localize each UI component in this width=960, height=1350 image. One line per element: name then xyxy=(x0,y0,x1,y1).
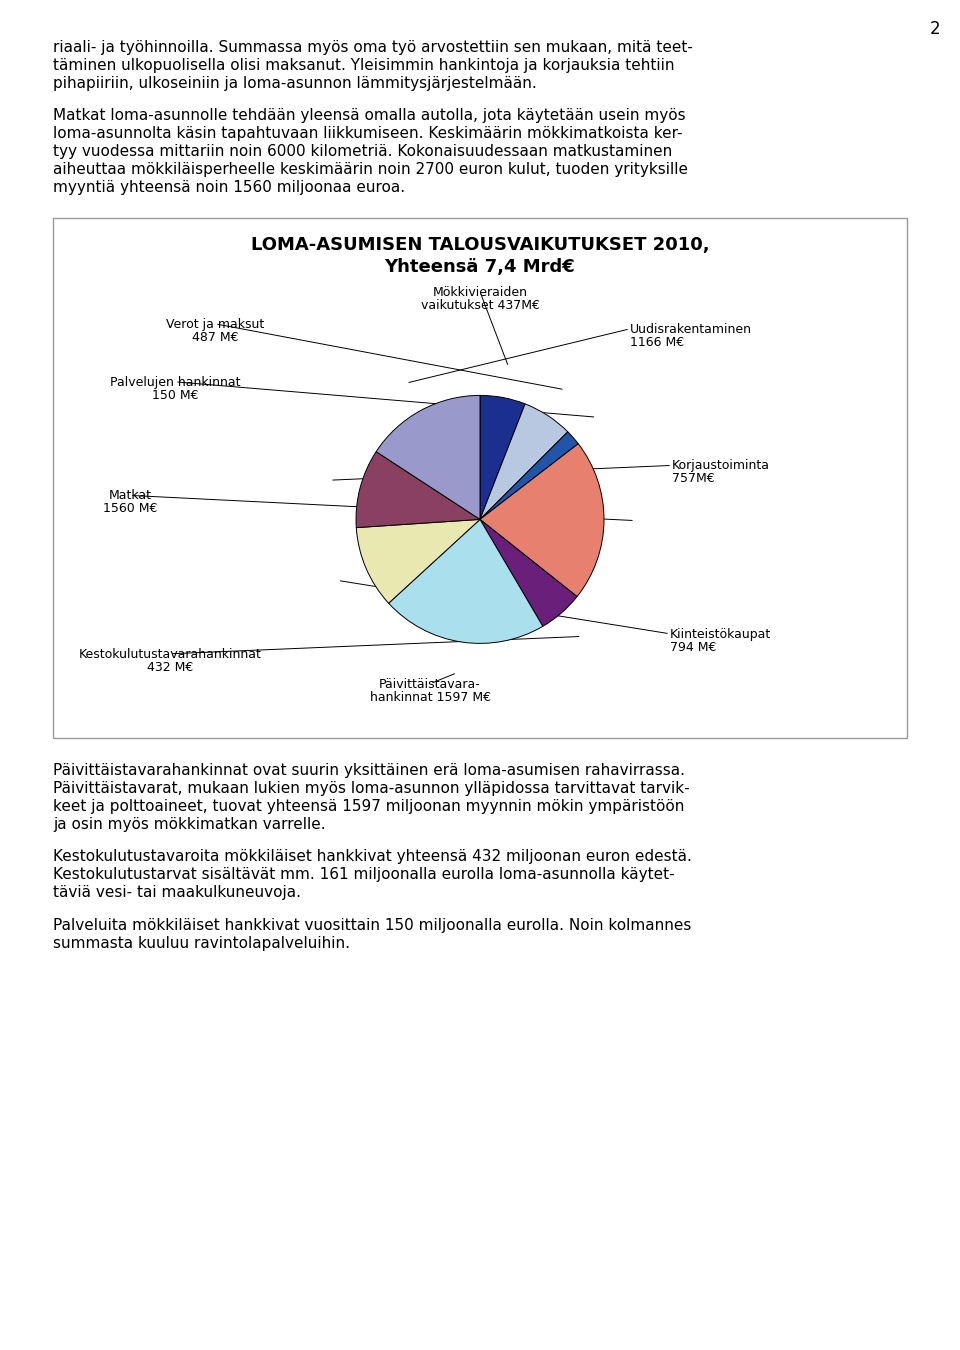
Text: riaali- ja työhinnoilla. Summassa myös oma työ arvostettiin sen mukaan, mitä tee: riaali- ja työhinnoilla. Summassa myös o… xyxy=(53,40,693,55)
Text: 150 M€: 150 M€ xyxy=(152,389,199,402)
Text: Päivittäistavarat, mukaan lukien myös loma-asunnon ylläpidossa tarvittavat tarvi: Päivittäistavarat, mukaan lukien myös lo… xyxy=(53,780,689,795)
Text: Korjaustoiminta: Korjaustoiminta xyxy=(672,459,770,472)
Text: 1166 M€: 1166 M€ xyxy=(630,336,684,348)
Text: 1560 M€: 1560 M€ xyxy=(103,502,157,516)
Text: Kestokulutustavaroita mökkiläiset hankkivat yhteensä 432 miljoonan euron edestä.: Kestokulutustavaroita mökkiläiset hankki… xyxy=(53,849,692,864)
Text: Palvelujen hankinnat: Palvelujen hankinnat xyxy=(109,375,240,389)
Wedge shape xyxy=(356,520,480,603)
Text: Päivittäistavarahankinnat ovat suurin yksittäinen erä loma-asumisen rahavirrassa: Päivittäistavarahankinnat ovat suurin yk… xyxy=(53,763,685,778)
Text: myyntiä yhteensä noin 1560 miljoonaa euroa.: myyntiä yhteensä noin 1560 miljoonaa eur… xyxy=(53,181,405,196)
Text: LOMA-ASUMISEN TALOUSVAIKUTUKSET 2010,: LOMA-ASUMISEN TALOUSVAIKUTUKSET 2010, xyxy=(251,236,709,254)
Text: hankinnat 1597 M€: hankinnat 1597 M€ xyxy=(370,691,491,703)
Text: 2: 2 xyxy=(930,20,941,38)
Wedge shape xyxy=(480,432,578,520)
Wedge shape xyxy=(480,396,525,520)
Text: loma-asunnolta käsin tapahtuvaan liikkumiseen. Keskimäärin mökkimatkoista ker-: loma-asunnolta käsin tapahtuvaan liikkum… xyxy=(53,127,683,142)
Text: täviä vesi- tai maakulkuneuvoja.: täviä vesi- tai maakulkuneuvoja. xyxy=(53,886,301,900)
Text: Kestokulutustavarahankinnat: Kestokulutustavarahankinnat xyxy=(79,648,261,660)
Text: ja osin myös mökkimatkan varrelle.: ja osin myös mökkimatkan varrelle. xyxy=(53,817,325,832)
Text: 794 M€: 794 M€ xyxy=(670,641,716,653)
Text: Kiinteistökaupat: Kiinteistökaupat xyxy=(670,628,771,641)
Text: keet ja polttoaineet, tuovat yhteensä 1597 miljoonan myynnin mökin ympäristöön: keet ja polttoaineet, tuovat yhteensä 15… xyxy=(53,799,684,814)
Wedge shape xyxy=(480,520,577,626)
Wedge shape xyxy=(389,520,542,644)
Wedge shape xyxy=(480,404,567,520)
Text: Päivittäistavara-: Päivittäistavara- xyxy=(379,678,481,691)
Text: Kestokulutustarvat sisältävät mm. 161 miljoonalla eurolla loma-asunnolla käytet-: Kestokulutustarvat sisältävät mm. 161 mi… xyxy=(53,867,675,882)
Text: aiheuttaa mökkiläisperheelle keskimäärin noin 2700 euron kulut, tuoden yrityksil: aiheuttaa mökkiläisperheelle keskimäärin… xyxy=(53,162,688,177)
Text: pihapiiriin, ulkoseiniin ja loma-asunnon lämmitysjärjestelmään.: pihapiiriin, ulkoseiniin ja loma-asunnon… xyxy=(53,76,537,90)
Text: 487 M€: 487 M€ xyxy=(192,331,238,344)
Bar xyxy=(53,217,907,738)
Text: 432 M€: 432 M€ xyxy=(147,660,193,674)
Text: Verot ja maksut: Verot ja maksut xyxy=(166,317,264,331)
Text: Matkat loma-asunnolle tehdään yleensä omalla autolla, jota käytetään usein myös: Matkat loma-asunnolle tehdään yleensä om… xyxy=(53,108,685,123)
Text: Yhteensä 7,4 Mrd€: Yhteensä 7,4 Mrd€ xyxy=(385,258,575,275)
Text: Matkat: Matkat xyxy=(108,490,152,502)
Text: summasta kuuluu ravintolapalveluihin.: summasta kuuluu ravintolapalveluihin. xyxy=(53,936,350,950)
Wedge shape xyxy=(480,444,604,597)
Text: täminen ulkopuolisella olisi maksanut. Yleisimmin hankintoja ja korjauksia tehti: täminen ulkopuolisella olisi maksanut. Y… xyxy=(53,58,675,73)
Text: Uudisrakentaminen: Uudisrakentaminen xyxy=(630,323,752,336)
Text: tyy vuodessa mittariin noin 6000 kilometriä. Kokonaisuudessaan matkustaminen: tyy vuodessa mittariin noin 6000 kilomet… xyxy=(53,144,672,159)
Text: vaikutukset 437M€: vaikutukset 437M€ xyxy=(420,298,540,312)
Wedge shape xyxy=(356,452,480,528)
Text: 757M€: 757M€ xyxy=(672,472,714,486)
Wedge shape xyxy=(376,396,480,520)
Text: Mökkivieraiden: Mökkivieraiden xyxy=(433,286,527,298)
Text: Palveluita mökkiläiset hankkivat vuosittain 150 miljoonalla eurolla. Noin kolman: Palveluita mökkiläiset hankkivat vuositt… xyxy=(53,918,691,933)
